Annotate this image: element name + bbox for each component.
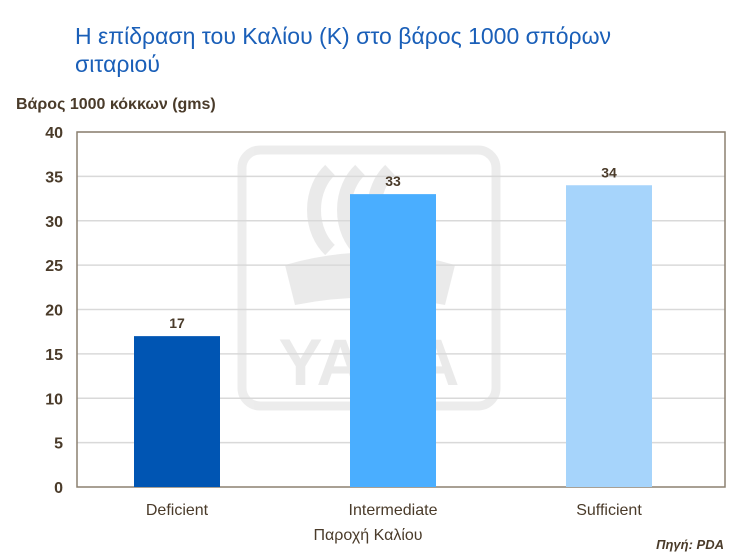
y-tick-label: 5 [54, 436, 63, 453]
y-tick-label: 15 [45, 347, 63, 364]
y-tick-label: 20 [45, 303, 63, 320]
y-axis-label: Βάρος 1000 κόκκων (gms) [16, 96, 216, 113]
bar-sufficient [566, 185, 652, 487]
x-tick-label: Deficient [146, 502, 209, 519]
bar-intermediate [350, 194, 436, 487]
data-label: 34 [601, 164, 617, 180]
y-tick-label: 0 [54, 480, 63, 497]
source-note: Πηγή: PDA [656, 537, 724, 552]
x-tick-label: Sufficient [576, 502, 642, 519]
x-axis-label: Παροχή Καλίου [313, 527, 422, 544]
x-tick-label: Intermediate [349, 502, 438, 519]
bar-deficient [134, 336, 220, 487]
y-tick-label: 25 [45, 258, 63, 275]
y-tick-label: 40 [45, 125, 63, 142]
chart-title: Η επίδραση του Καλίου (Κ) στο βάρος 1000… [75, 23, 612, 77]
y-tick-label: 10 [45, 391, 63, 408]
y-tick-label: 35 [45, 169, 63, 186]
data-label: 17 [169, 315, 185, 331]
y-tick-label: 30 [45, 214, 63, 231]
data-label: 33 [385, 173, 401, 189]
